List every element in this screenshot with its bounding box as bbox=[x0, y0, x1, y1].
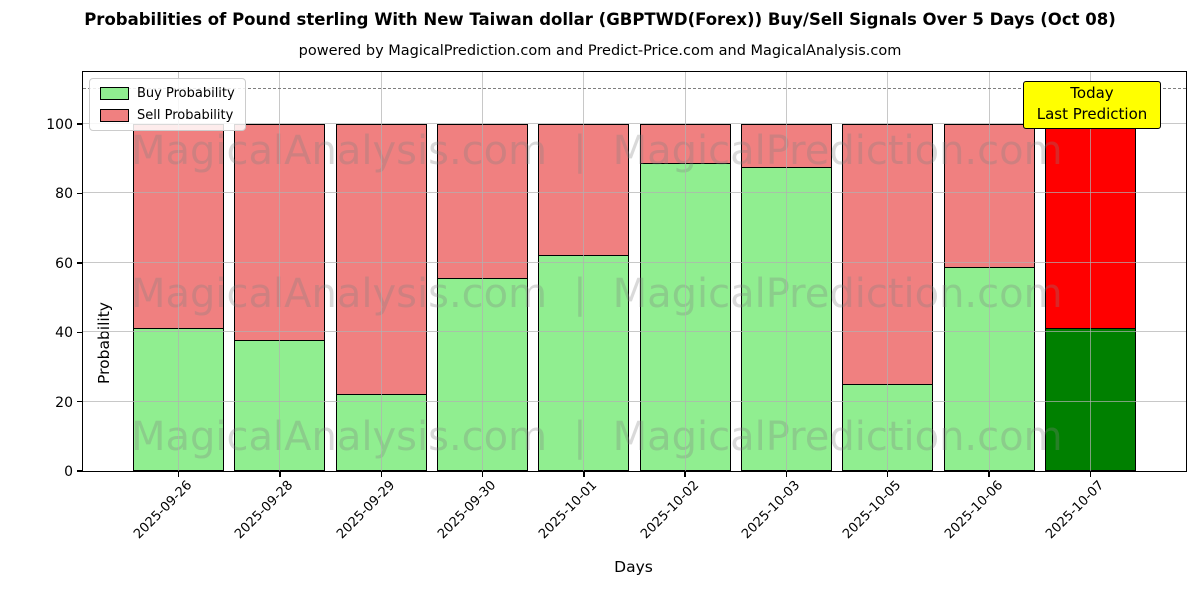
gridline-vertical bbox=[887, 72, 889, 471]
y-tick-mark bbox=[77, 123, 83, 125]
plot-area: MagicalAnalysis.com | MagicalPrediction.co… bbox=[46, 71, 1187, 542]
gridline-horizontal bbox=[83, 331, 1186, 333]
watermark-text: MagicalAnalysis.com bbox=[131, 271, 548, 317]
x-tick-label: 2025-10-05 bbox=[840, 478, 905, 543]
y-tick-mark bbox=[77, 331, 83, 333]
watermark-separator: | bbox=[573, 271, 587, 317]
y-tick-label: 20 bbox=[55, 394, 73, 411]
y-tick-mark bbox=[77, 400, 83, 403]
today-annotation-line2: Last Prediction bbox=[1036, 105, 1148, 123]
y-axis-title: Probability bbox=[95, 302, 113, 384]
watermark-text: MagicalPrediction.com bbox=[612, 128, 1063, 174]
legend-item-buy: Buy Probability bbox=[100, 86, 235, 101]
x-tick-mark bbox=[887, 471, 889, 477]
x-tick-label: 2025-09-28 bbox=[232, 478, 297, 543]
watermark-separator: | bbox=[573, 414, 587, 460]
x-tick-label: 2025-10-07 bbox=[1042, 478, 1107, 543]
x-tick-label: 2025-09-30 bbox=[435, 478, 500, 543]
gridline-vertical bbox=[785, 72, 787, 471]
y-tick-label: 60 bbox=[55, 255, 73, 272]
sell-swatch-icon bbox=[100, 109, 129, 122]
today-annotation: Today Last Prediction bbox=[1023, 81, 1161, 129]
legend-label-buy: Buy Probability bbox=[137, 86, 235, 101]
y-tick-mark bbox=[77, 192, 83, 195]
x-tick-label: 2025-10-02 bbox=[637, 478, 702, 543]
gridline-vertical bbox=[684, 72, 686, 471]
gridline-vertical bbox=[988, 72, 990, 471]
x-tick-mark bbox=[684, 471, 686, 477]
x-tick-label: 2025-10-06 bbox=[941, 478, 1006, 543]
x-tick-mark bbox=[380, 471, 382, 477]
watermark-text: MagicalPrediction.com bbox=[612, 414, 1063, 460]
x-tick-mark bbox=[1089, 471, 1092, 477]
gridline-vertical bbox=[178, 72, 180, 471]
x-tick-mark bbox=[177, 471, 180, 477]
x-tick-mark bbox=[279, 471, 281, 477]
x-tick-mark bbox=[785, 471, 788, 477]
gridline-horizontal bbox=[83, 261, 1186, 263]
x-axis-title: Days bbox=[614, 558, 653, 576]
gridline-horizontal bbox=[83, 192, 1186, 194]
gridline-vertical bbox=[380, 72, 382, 471]
gridline-vertical bbox=[1089, 72, 1091, 471]
buy-swatch-icon bbox=[100, 87, 129, 100]
gridline-vertical bbox=[279, 72, 281, 471]
x-tick-mark bbox=[481, 471, 484, 477]
watermark-row: MagicalAnalysis.com | MagicalPrediction.co… bbox=[131, 274, 1063, 314]
legend: Buy Probability Sell Probability bbox=[89, 78, 246, 131]
x-tick-label: 2025-10-03 bbox=[739, 478, 804, 543]
x-tick-label: 2025-10-01 bbox=[536, 478, 601, 543]
y-tick-mark bbox=[77, 470, 83, 472]
today-annotation-line1: Today bbox=[1070, 84, 1114, 102]
chart-subtitle: powered by MagicalPrediction.com and Pre… bbox=[298, 43, 902, 59]
watermark-row: MagicalAnalysis.com | MagicalPrediction.co… bbox=[131, 417, 1063, 457]
legend-item-sell: Sell Probability bbox=[100, 108, 235, 123]
gridline-horizontal bbox=[83, 400, 1186, 402]
watermark-text: MagicalAnalysis.com bbox=[131, 414, 548, 460]
watermark-text: MagicalPrediction.com bbox=[612, 271, 1063, 317]
watermark-row: MagicalAnalysis.com | MagicalPrediction.co… bbox=[131, 131, 1063, 171]
gridline-vertical bbox=[583, 72, 585, 471]
y-tick-mark bbox=[77, 262, 83, 264]
watermark-text: MagicalAnalysis.com bbox=[131, 128, 548, 174]
x-tick-mark bbox=[583, 471, 585, 477]
legend-label-sell: Sell Probability bbox=[137, 108, 234, 123]
x-tick-label: 2025-09-26 bbox=[131, 478, 196, 543]
x-tick-label: 2025-09-29 bbox=[333, 478, 398, 543]
watermark-separator: | bbox=[573, 128, 587, 174]
dashed-guide-line bbox=[83, 88, 1186, 90]
y-tick-label: 40 bbox=[55, 325, 73, 342]
x-tick-mark bbox=[988, 471, 990, 477]
chart-title: Probabilities of Pound sterling With New… bbox=[84, 10, 1116, 29]
y-tick-label: 0 bbox=[64, 464, 73, 480]
gridline-horizontal bbox=[83, 123, 1186, 125]
y-tick-label: 80 bbox=[55, 186, 73, 203]
y-tick-label: 100 bbox=[46, 117, 73, 134]
gridline-vertical bbox=[482, 72, 484, 471]
